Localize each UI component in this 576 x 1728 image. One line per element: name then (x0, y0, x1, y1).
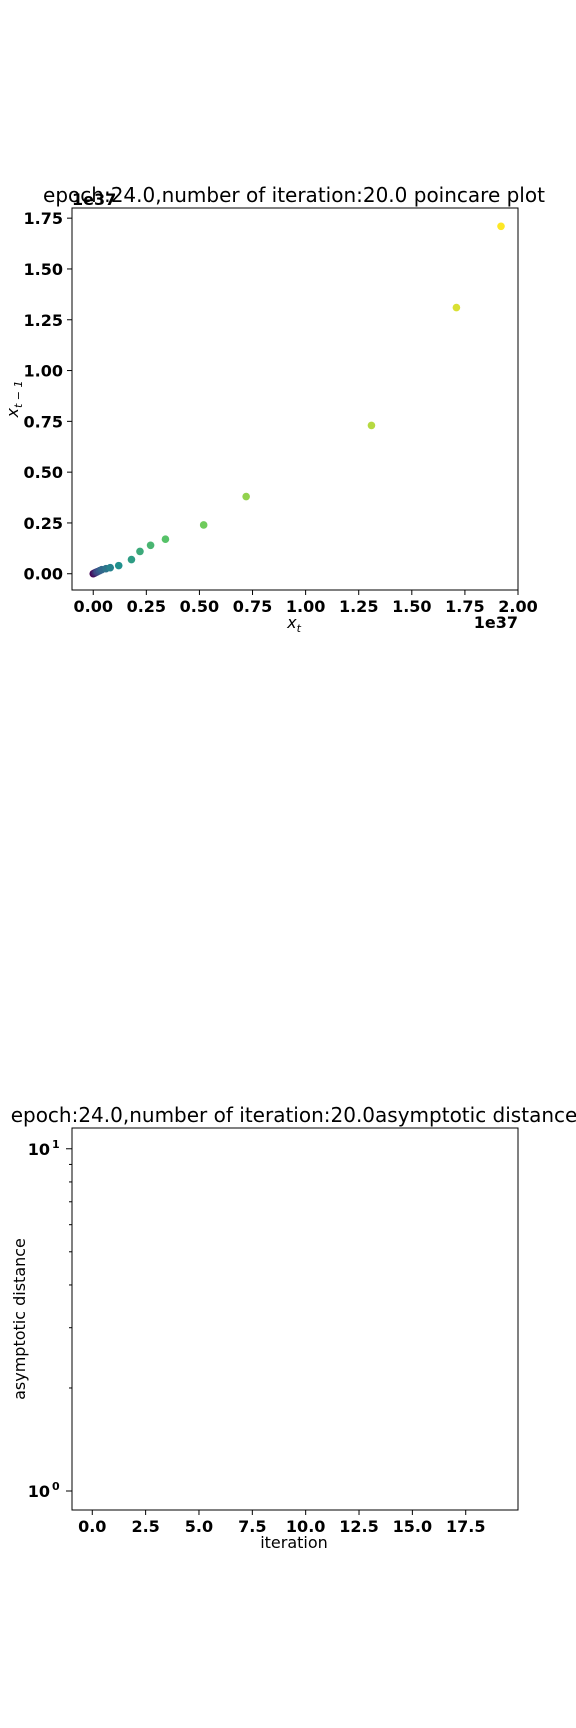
x-tick-label: 7.5 (238, 1517, 266, 1536)
scatter-point (242, 492, 250, 501)
scatter-points (89, 222, 505, 578)
scatter-point (161, 535, 170, 544)
x-tick-label: 17.5 (446, 1517, 485, 1536)
y-tick-label: 1.75 (24, 209, 63, 228)
x-tick-label: 10.0 (286, 1517, 325, 1536)
y-axis-ticks: 0.00 0.25 0.50 0.75 1.00 1.25 1.50 1.75 (24, 209, 72, 584)
x-tick-label: 0.50 (180, 597, 219, 616)
y-axis-label: xt − 1 (3, 381, 25, 419)
y-offset-text: 1e37 (72, 190, 116, 209)
y-tick-label: 0.75 (24, 412, 63, 431)
scatter-point (146, 541, 155, 550)
x-tick-label: 0.0 (78, 1517, 106, 1536)
scatter-point (114, 561, 123, 570)
y-tick-label: 1.50 (24, 260, 63, 279)
scatter-point (199, 521, 208, 529)
chart1-title: epoch:24.0,number of iteration:20.0 poin… (43, 183, 545, 207)
x-axis-ticks: 0.00 0.25 0.50 0.75 1.00 1.25 1.50 1.75 2.00 (73, 590, 538, 616)
y-tick-label: 10 (28, 1482, 50, 1501)
scatter-point (452, 303, 461, 312)
y-tick-exponent: 0 (52, 1480, 60, 1493)
y-tick-label: 0.50 (24, 463, 63, 482)
asymptotic-distance-plot: epoch:24.0,number of iteration:20.0asymp… (10, 1103, 576, 1552)
scatter-point (106, 563, 115, 572)
x-axis-ticks: 0.0 2.5 5.0 7.5 10.0 12.5 15.0 17.5 (78, 1510, 485, 1536)
x-tick-label: 1.00 (286, 597, 325, 616)
x-tick-label: 2.5 (131, 1517, 159, 1536)
x-tick-label: 2.00 (498, 597, 537, 616)
poincare-plot: epoch:24.0,number of iteration:20.0 poin… (3, 183, 545, 635)
x-tick-label: 1.75 (445, 597, 484, 616)
scatter-point (127, 555, 136, 564)
x-tick-label: 1.25 (339, 597, 378, 616)
chart2-axes-frame (71, 1127, 519, 1511)
x-tick-label: 0.00 (73, 597, 112, 616)
y-tick-exponent: 1 (52, 1138, 60, 1151)
scatter-point (497, 222, 505, 231)
y-tick-label: 10 (28, 1140, 50, 1159)
scatter-point (367, 421, 376, 430)
x-axis-label: xt (286, 613, 301, 635)
x-tick-label: 1.50 (392, 597, 431, 616)
x-tick-label: 0.25 (127, 597, 166, 616)
x-tick-label: 12.5 (339, 1517, 378, 1536)
chart1-axes-frame (71, 207, 519, 591)
y-tick-label: 1.00 (24, 362, 63, 381)
x-tick-label: 15.0 (393, 1517, 432, 1536)
chart2-title: epoch:24.0,number of iteration:20.0asymp… (11, 1103, 576, 1127)
y-tick-label: 1.25 (24, 311, 63, 330)
x-tick-label: 0.75 (233, 597, 272, 616)
x-tick-label: 5.0 (185, 1517, 213, 1536)
y-axis-label: asymptotic distance (10, 1238, 29, 1400)
x-offset-text: 1e37 (474, 613, 518, 632)
y-tick-label: 0.00 (24, 565, 63, 584)
x-axis-label: iteration (260, 1533, 328, 1552)
y-tick-label: 0.25 (24, 514, 63, 533)
scatter-point (136, 547, 144, 556)
